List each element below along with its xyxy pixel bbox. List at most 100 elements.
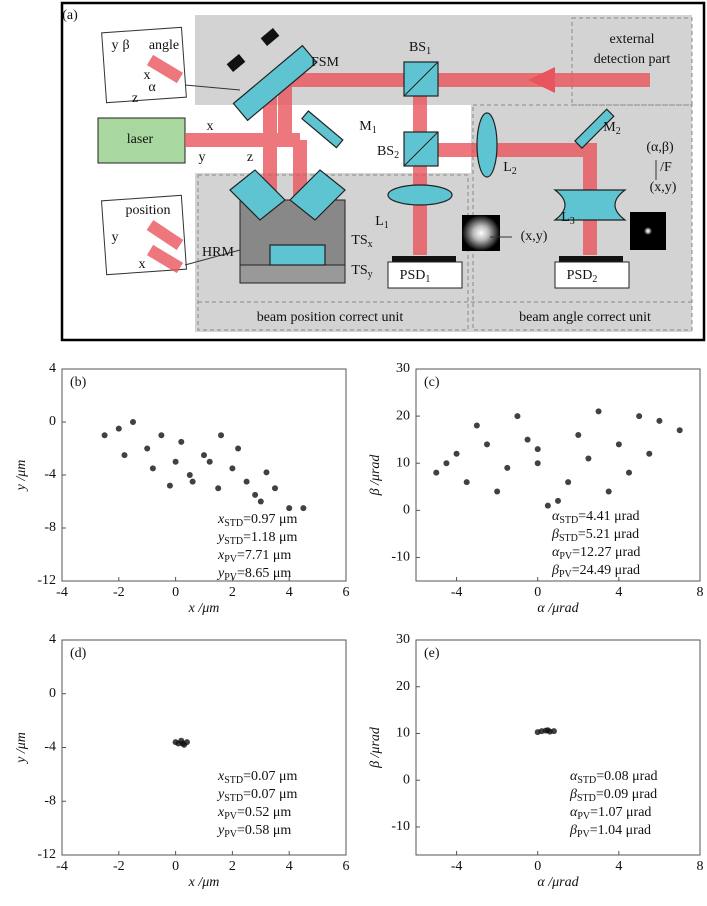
label-text: beam position correct unit	[257, 310, 404, 325]
diagram-label: y	[199, 150, 206, 165]
x-tick-label: 0	[534, 585, 541, 600]
inset	[101, 26, 187, 104]
plot-frame	[415, 368, 701, 582]
label-text: z	[247, 150, 253, 165]
point	[252, 491, 259, 498]
label-text: x	[207, 119, 214, 134]
psd-bar	[392, 256, 456, 262]
point	[218, 432, 225, 439]
pointer	[184, 84, 657, 266]
plots: -4 -2 0 2 4 6-12-8-404(b)x /μmy /μmxSTD=0.97 …	[14, 361, 703, 890]
mount	[226, 54, 246, 72]
stat-line: yPV=8.65 μm	[216, 566, 291, 583]
panel-label: (e)	[424, 646, 440, 661]
diagram-label: TSx	[351, 233, 372, 250]
diagram-label: z	[247, 150, 253, 165]
label-text: /F	[660, 160, 672, 175]
label-text: (x,y)	[521, 229, 548, 244]
label-text: BS	[377, 144, 394, 159]
stat-line: βPV=24.49 μrad	[551, 563, 640, 580]
spot	[644, 227, 652, 235]
diagram-label: detection part	[594, 52, 671, 67]
stat-rest: =4.41 μrad	[578, 509, 639, 524]
stat-var: α	[552, 545, 560, 560]
diagram-label: (α,β)	[646, 140, 674, 155]
plot-frame	[61, 368, 347, 582]
stat-sub: STD	[559, 515, 578, 526]
point	[149, 465, 156, 472]
x-tick-label: -2	[113, 585, 125, 600]
point	[144, 445, 151, 452]
stat-line: xPV=0.52 μm	[217, 805, 291, 822]
label-text: (x,y)	[650, 180, 677, 195]
x-axis-label: α /μrad	[537, 601, 579, 616]
diagram-label: position	[125, 203, 170, 218]
x-tick-label: 8	[697, 859, 704, 874]
stat-sub: STD	[224, 536, 243, 547]
point	[550, 728, 557, 735]
stat-sub: PV	[559, 551, 573, 562]
label-sub: 1	[425, 274, 430, 285]
mount	[260, 28, 280, 46]
label-sub: 2	[592, 274, 597, 285]
point	[101, 432, 108, 439]
point	[263, 469, 270, 476]
point	[595, 408, 602, 415]
stat-line: βSTD=0.09 μrad	[569, 787, 657, 804]
point	[433, 469, 440, 476]
label-text: x	[144, 68, 151, 83]
label-text: β	[122, 38, 129, 53]
y-tick-label: 0	[49, 686, 56, 701]
stat-line: xPV=7.71 μm	[217, 548, 291, 565]
point	[272, 485, 278, 492]
stat-sub: STD	[224, 793, 243, 804]
inset-beam	[146, 54, 184, 274]
x-axis-label: x /μm	[188, 875, 220, 890]
diagram-label: laser	[127, 132, 154, 147]
plot-frame	[415, 639, 701, 856]
x-tick-label: 2	[229, 859, 236, 874]
point	[534, 446, 541, 453]
stat-line: xSTD=0.07 μm	[217, 769, 298, 786]
diagram-label: HRM	[202, 245, 234, 260]
stat-var: y	[216, 787, 225, 802]
x-tick-label: -4	[56, 859, 68, 874]
label-text: TS	[351, 263, 367, 278]
diagram-label: beam position correct unit	[257, 310, 404, 325]
stat-rest: =0.07 μm	[243, 769, 297, 784]
stat-sub: PV	[224, 829, 238, 840]
point	[605, 488, 612, 495]
point	[676, 427, 683, 434]
panel-label: (c)	[424, 375, 440, 390]
bs-line	[403, 61, 439, 97]
label-text: M	[359, 119, 372, 134]
x-tick-label: 6	[343, 585, 350, 600]
label-text: beam angle correct unit	[519, 310, 651, 325]
point	[463, 479, 470, 486]
arrow-head	[528, 67, 555, 93]
point	[514, 413, 521, 420]
y-tick-label: 20	[396, 408, 410, 423]
point	[615, 441, 622, 448]
x-tick-label: 4	[286, 859, 293, 874]
point	[544, 502, 551, 509]
diagram-label: FSM	[311, 55, 340, 70]
label-text: detection part	[594, 52, 671, 67]
label-text: y	[199, 150, 206, 165]
stat-line: ySTD=0.07 μm	[216, 787, 298, 804]
stat-rest: =0.97 μm	[243, 512, 297, 527]
l2	[476, 112, 498, 178]
point	[504, 464, 511, 471]
point	[300, 505, 307, 512]
label-text: y	[112, 230, 119, 245]
point	[534, 460, 541, 467]
stat-var: β	[551, 563, 559, 578]
diagram-label: (x,y)	[521, 229, 548, 244]
x-tick-label: -4	[451, 585, 463, 600]
point	[484, 441, 490, 448]
point	[215, 485, 222, 492]
diagram-label: PSD1	[400, 268, 431, 285]
stat-sub: PV	[224, 811, 238, 822]
label-sub: 1	[372, 125, 377, 136]
point	[130, 419, 136, 425]
